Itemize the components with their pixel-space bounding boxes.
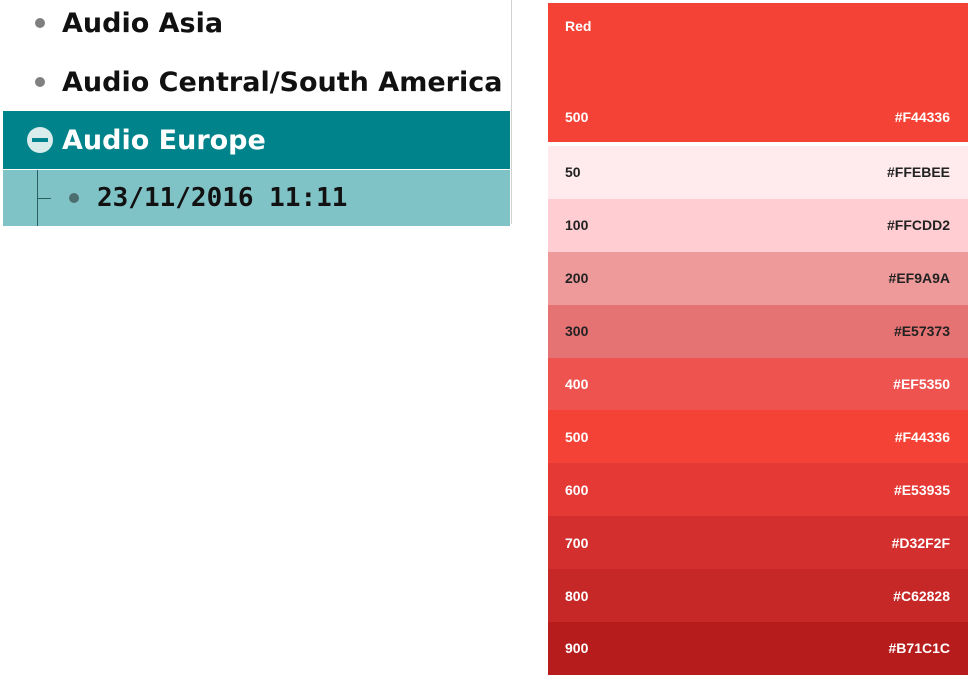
swatch-hex: #D32F2F [891, 534, 950, 551]
swatch-shade: 100 [565, 217, 589, 234]
swatch-hex: #C62828 [893, 587, 950, 604]
tree-item-audio-europe[interactable]: Audio Europe [3, 111, 510, 169]
swatch-row: 200 #EF9A9A [548, 251, 968, 305]
swatch-row: 400 #EF5350 [548, 357, 968, 411]
tree-item-audio-central-south-america[interactable]: Audio Central/South America [3, 53, 510, 111]
swatch-row: 900 #B71C1C [548, 622, 968, 675]
swatch-hex: #EF9A9A [888, 270, 950, 287]
swatch-hex: #FFEBEE [886, 164, 950, 181]
tree-item-label: Audio Asia [62, 7, 224, 39]
tree-item-audio-asia[interactable]: Audio Asia [3, 0, 510, 52]
swatch-shade: 300 [565, 323, 589, 340]
primary-shade: 500 [565, 109, 589, 125]
swatch-shade: 200 [565, 270, 589, 287]
swatch-row: 50 #FFEBEE [548, 146, 968, 199]
swatch-hex: #E57373 [893, 323, 950, 340]
bullet-icon [69, 193, 79, 203]
swatch-hex: #E53935 [893, 481, 950, 498]
palette-header-swatch: Red 500 #F44336 [548, 3, 968, 142]
swatch-row: 800 #C62828 [548, 569, 968, 623]
color-palette: Red 500 #F44336 50 #FFEBEE 100 #FFCDD2 200 #E… [548, 3, 968, 675]
swatch-row: 300 #E57373 [548, 304, 968, 358]
swatch-hex: #F44336 [894, 428, 950, 445]
palette-name: Red [565, 18, 592, 34]
tree-item-label: Audio Europe [62, 124, 266, 156]
tree-child-label: 23/11/2016 11:11 [97, 183, 348, 213]
swatch-shade: 500 [565, 428, 589, 445]
swatch-hex: #EF5350 [893, 376, 950, 392]
tree-connector-line [37, 198, 51, 199]
tree-item-label: Audio Central/South America [62, 66, 503, 98]
swatch-shade: 400 [565, 376, 589, 392]
swatch-shade: 800 [565, 587, 589, 604]
swatch-list: 50 #FFEBEE 100 #FFCDD2 200 #EF9A9A 300 #E57373 4… [548, 146, 968, 675]
swatch-hex: #FFCDD2 [886, 217, 950, 234]
swatch-shade: 900 [565, 640, 589, 657]
tree-view: Audio Asia Audio Central/South America A… [3, 0, 512, 226]
swatch-shade: 700 [565, 534, 589, 551]
bullet-icon [35, 18, 45, 28]
swatch-row: 600 #E53935 [548, 463, 968, 517]
swatch-shade: 600 [565, 481, 589, 498]
swatch-row: 700 #D32F2F [548, 516, 968, 570]
swatch-row: 100 #FFCDD2 [548, 198, 968, 252]
tree-child-item[interactable]: 23/11/2016 11:11 [3, 170, 510, 226]
swatch-shade: 50 [565, 164, 581, 181]
swatch-row: 500 #F44336 [548, 410, 968, 464]
swatch-hex: #B71C1C [888, 640, 950, 657]
bullet-icon [35, 77, 45, 87]
primary-hex: #F44336 [894, 109, 950, 125]
collapse-minus-icon[interactable] [27, 127, 53, 153]
